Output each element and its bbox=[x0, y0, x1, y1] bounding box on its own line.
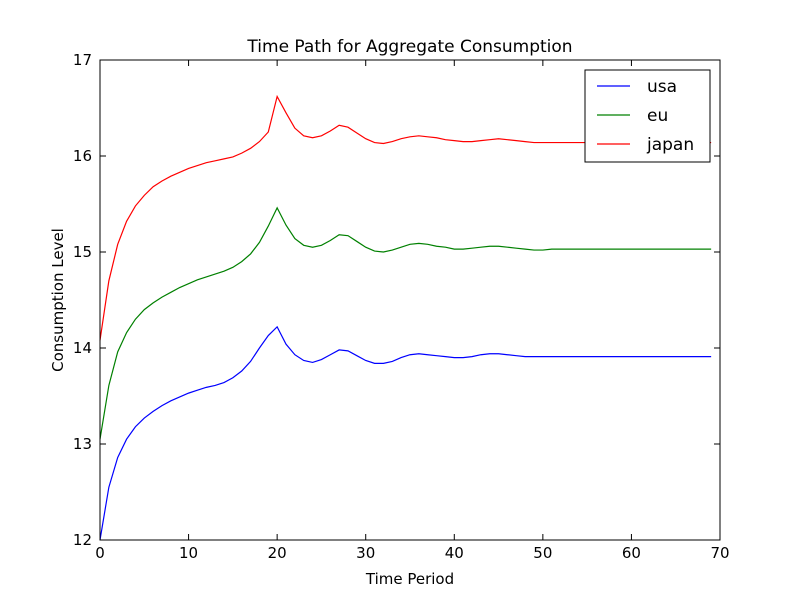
axis-ticks: 0 10 20 30 40 50 60 70 12 13 14 15 16 17 bbox=[73, 51, 730, 562]
x-tick-label: 20 bbox=[268, 544, 287, 562]
x-tick-label: 30 bbox=[356, 544, 375, 562]
y-axis-label: Consumption Level bbox=[49, 228, 67, 372]
series-layer bbox=[99, 94, 712, 541]
legend-items: usa eu japan bbox=[597, 77, 694, 155]
x-tick-label: 60 bbox=[622, 544, 641, 562]
y-tick-label: 12 bbox=[73, 531, 92, 549]
legend-label-usa: usa bbox=[647, 77, 677, 97]
legend-label-eu: eu bbox=[647, 106, 668, 126]
series-line-eu bbox=[99, 206, 712, 440]
y-tick-label: 15 bbox=[73, 243, 92, 261]
plot-area-frame bbox=[99, 59, 721, 541]
x-tick-label: 40 bbox=[445, 544, 464, 562]
series-line-usa bbox=[99, 325, 712, 541]
x-tick-label: 10 bbox=[179, 544, 198, 562]
x-tick-label: 0 bbox=[95, 544, 105, 562]
y-tick-label: 17 bbox=[73, 51, 92, 69]
y-tick-label: 13 bbox=[73, 435, 92, 453]
y-tick-label: 14 bbox=[73, 339, 92, 357]
chart-title: Time Path for Aggregate Consumption bbox=[246, 37, 572, 57]
legend-frame bbox=[584, 69, 711, 163]
x-axis-label: Time Period bbox=[365, 570, 454, 588]
x-tick-label: 50 bbox=[533, 544, 552, 562]
legend-label-japan: japan bbox=[646, 135, 694, 155]
y-tick-label: 16 bbox=[73, 147, 92, 165]
legend: usa eu japan bbox=[584, 69, 711, 163]
x-tick-label: 70 bbox=[710, 544, 729, 562]
